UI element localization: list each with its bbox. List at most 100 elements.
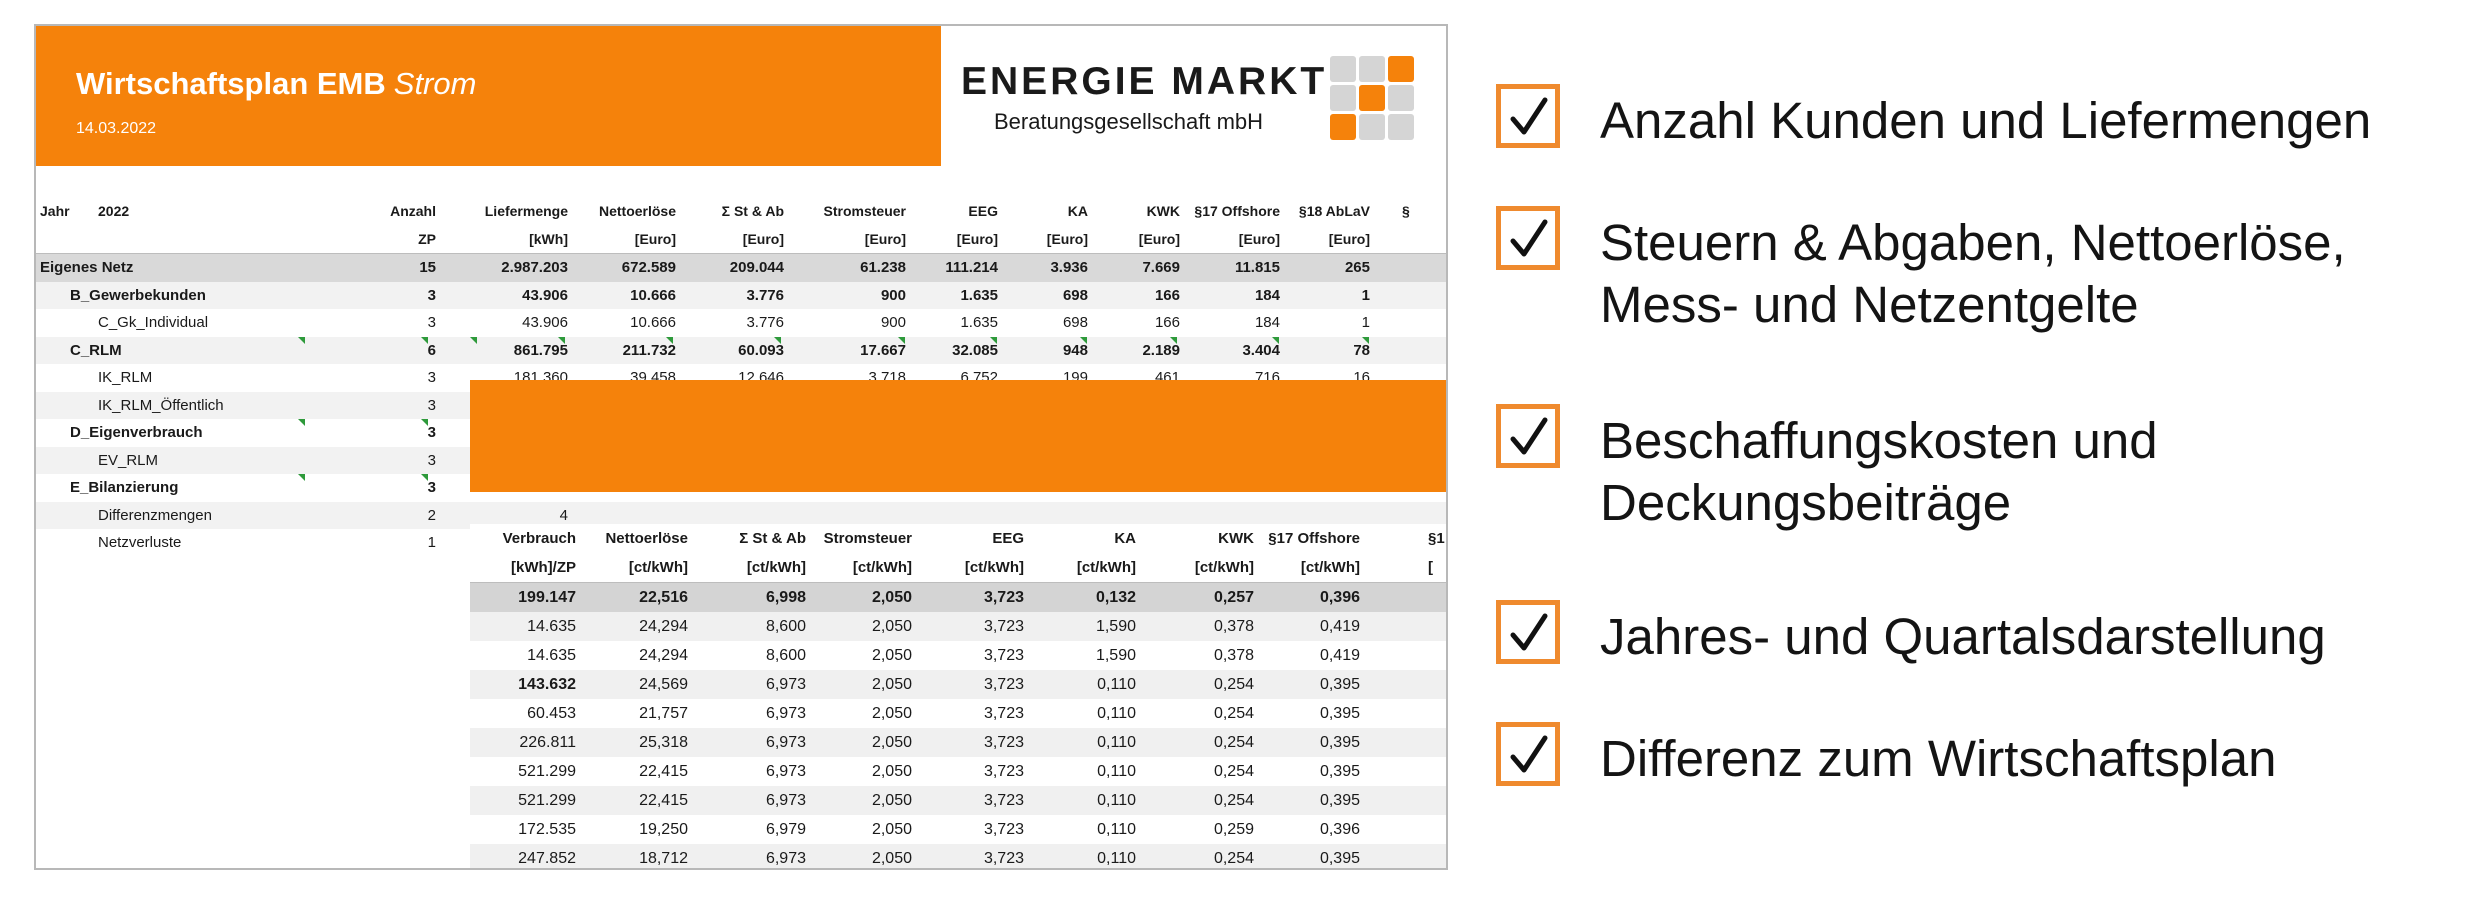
checklist-line: Beschaffungskosten und: [1600, 412, 2158, 469]
cell-value: 6,973: [765, 676, 806, 693]
cell-value: 22,516: [639, 589, 688, 606]
column-header: §: [1402, 203, 1410, 219]
column-header: EEG: [992, 530, 1024, 547]
cell-value: 43.906: [522, 286, 568, 304]
cell-value: 25,318: [639, 734, 688, 751]
table-row: 60.453 21,757 6,973 2,050 3,723 0,110 0,254 0,3…: [470, 699, 1446, 728]
cell-value: 0,378: [1213, 647, 1254, 664]
column-header: Stromsteuer: [823, 203, 906, 219]
cell-value: 0,396: [1319, 821, 1360, 838]
cell-value: 3,723: [983, 850, 1024, 867]
cell-value: 3: [427, 286, 436, 304]
cell-value: 22,415: [639, 792, 688, 809]
column-header: KA: [1114, 530, 1136, 547]
logo-subtitle: Beratungsgesellschaft mbH: [994, 109, 1264, 134]
column-header: EEG: [968, 203, 998, 219]
checklist-line: Steuern & Abgaben, Nettoerlöse,: [1600, 214, 2346, 271]
cell-value: 3.936: [1050, 259, 1088, 276]
unit-label: [Euro]: [1238, 230, 1280, 247]
unit-label: [ct/kWh]: [628, 559, 688, 576]
cell-value: 0,395: [1319, 734, 1360, 751]
column-header: §1: [1428, 530, 1445, 547]
cell-value: 3,723: [983, 792, 1024, 809]
cell-value: 24,569: [639, 676, 688, 693]
cell-value: 3.404: [1242, 341, 1280, 359]
cell-value: 6,973: [765, 734, 806, 751]
cell-value: 8,600: [765, 647, 806, 664]
cell-value: 199.147: [518, 589, 576, 606]
table-units-row: [kWh]/ZP [ct/kWh] [ct/kWh] [ct/kWh] [ct/kWh]…: [470, 553, 1446, 583]
cell-value: 0,254: [1213, 705, 1254, 722]
cell-value: 3: [427, 396, 436, 414]
cell-value: 0,396: [1319, 589, 1360, 606]
unit-label: [Euro]: [956, 230, 998, 247]
cell-value: 3: [427, 451, 436, 469]
cell-value: 3: [427, 314, 436, 331]
header-band: Wirtschaftsplan EMB Strom 14.03.2022: [36, 26, 941, 166]
cell-value: 0,257: [1213, 589, 1254, 606]
cell-value: 10.666: [630, 314, 676, 331]
cell-value: 184: [1254, 314, 1280, 331]
per-unit-table: Verbrauch Nettoerlöse Σ St & Ab Stromsteuer…: [470, 524, 1446, 868]
green-triangle-icon: [1170, 336, 1177, 344]
orange-divider-band: [470, 380, 1446, 492]
cell-value: 4: [559, 506, 568, 524]
cell-value: 15: [419, 259, 436, 276]
column-header: §18 AbLaV: [1298, 203, 1370, 219]
cell-value: 6,973: [765, 763, 806, 780]
checklist-line: Jahres- und Quartalsdarstellung: [1600, 608, 2326, 665]
green-triangle-icon: [470, 336, 477, 344]
cell-value: 6,998: [765, 589, 806, 606]
green-triangle-icon: [1272, 336, 1279, 344]
cell-value: 209.044: [729, 259, 784, 276]
table-row: Eigenes Netz 15 2.987.203 672.589 209.044 61.…: [36, 254, 1446, 282]
cell-value: 2,050: [871, 618, 912, 635]
check-mark-icon: [1496, 600, 1560, 664]
cell-value: 1,590: [1095, 618, 1136, 635]
cell-value: 6,979: [765, 821, 806, 838]
green-triangle-icon: [421, 474, 428, 481]
column-header: Stromsteuer: [823, 530, 912, 547]
green-triangle-icon: [298, 419, 305, 426]
title-main: Wirtschaftsplan EMB: [76, 66, 386, 101]
cell-value: 19,250: [639, 821, 688, 838]
unit-label: [Euro]: [1138, 230, 1180, 247]
cell-value: 0,110: [1097, 705, 1136, 722]
row-label: C_Gk_Individual: [98, 314, 209, 331]
cell-value: 2,050: [871, 647, 912, 664]
cell-value: 61.238: [860, 259, 906, 276]
cell-value: 18,712: [639, 850, 688, 867]
cell-value: 226.811: [519, 734, 576, 751]
checklist-text: Steuern & Abgaben, Nettoerlöse, Mess- und…: [1600, 212, 2346, 336]
cell-value: 166: [1154, 286, 1180, 304]
title-suffix: Strom: [393, 66, 477, 101]
row-label: B_Gewerbekunden: [70, 286, 206, 304]
unit-label: [: [1428, 559, 1433, 576]
check-mark-icon: [1496, 84, 1560, 148]
table-header-row: Jahr 2022 Anzahl Liefermenge Nettoerlöse Σ St…: [36, 198, 1446, 226]
cell-value: 0,419: [1319, 618, 1360, 635]
cell-value: 3.776: [746, 314, 784, 331]
green-triangle-icon: [774, 336, 781, 344]
cell-value: 3,723: [983, 676, 1024, 693]
green-triangle-icon: [1080, 336, 1087, 344]
unit-label: [Euro]: [634, 230, 676, 247]
green-triangle-icon: [558, 336, 565, 344]
spreadsheet-screenshot: Wirtschaftsplan EMB Strom 14.03.2022 ENER…: [34, 24, 1448, 870]
unit-label: [ct/kWh]: [1194, 559, 1254, 576]
checklist-line: Anzahl Kunden und Liefermengen: [1600, 92, 2372, 149]
cell-value: 265: [1344, 259, 1370, 276]
cell-value: 11.815: [1234, 259, 1280, 276]
cell-value: 0,419: [1319, 647, 1360, 664]
cell-value: 1: [1361, 314, 1370, 331]
cell-value: 0,110: [1097, 821, 1136, 838]
cell-value: 2,050: [871, 763, 912, 780]
cell-value: 6,973: [765, 792, 806, 809]
cell-value: 211.732: [622, 341, 676, 359]
cell-value: 6,973: [765, 850, 806, 867]
cell-value: 698: [1062, 286, 1088, 304]
column-header: KA: [1067, 203, 1088, 219]
cell-value: 22,415: [639, 763, 688, 780]
cell-value: 3,723: [983, 618, 1024, 635]
cell-value: 698: [1062, 314, 1088, 331]
